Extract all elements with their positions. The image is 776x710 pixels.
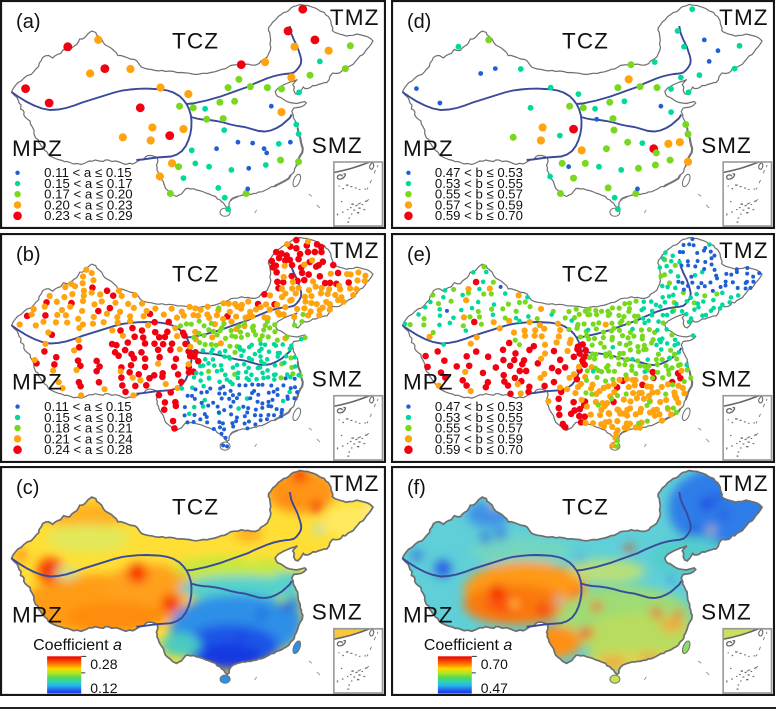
svg-text:SMZ: SMZ	[312, 367, 363, 392]
svg-text:TMZ: TMZ	[719, 471, 768, 496]
svg-text:0.18 < a ≤ 0.21: 0.18 < a ≤ 0.21	[44, 420, 133, 435]
svg-text:TMZ: TMZ	[330, 5, 380, 30]
svg-text:TCZ: TCZ	[562, 28, 609, 53]
svg-text:TMZ: TMZ	[330, 471, 380, 496]
svg-text:0.12: 0.12	[90, 680, 117, 696]
svg-text:SMZ: SMZ	[312, 600, 363, 625]
svg-text:SMZ: SMZ	[701, 600, 752, 625]
svg-text:MPZ: MPZ	[403, 136, 454, 161]
svg-text:Coefficient a: Coefficient a	[424, 637, 512, 654]
svg-text:0.47 < b ≤ 0.53: 0.47 < b ≤ 0.53	[435, 399, 523, 414]
svg-text:0.59 < b ≤ 0.70: 0.59 < b ≤ 0.70	[435, 208, 523, 223]
svg-text:0.53 < b ≤ 0.55: 0.53 < b ≤ 0.55	[435, 176, 523, 191]
svg-text:0.20 < a ≤ 0.23: 0.20 < a ≤ 0.23	[44, 197, 132, 212]
svg-text:0.47 < b ≤ 0.53: 0.47 < b ≤ 0.53	[435, 165, 523, 180]
svg-text:0.55 < b ≤ 0.57: 0.55 < b ≤ 0.57	[435, 420, 523, 435]
svg-text:TCZ: TCZ	[172, 495, 219, 520]
svg-text:SMZ: SMZ	[701, 133, 752, 158]
svg-text:0.15 < a ≤ 0.17: 0.15 < a ≤ 0.17	[44, 176, 132, 191]
svg-text:(a): (a)	[16, 11, 41, 33]
svg-text:0.59 < b ≤ 0.70: 0.59 < b ≤ 0.70	[435, 442, 523, 457]
svg-text:0.47: 0.47	[481, 680, 508, 696]
svg-text:TMZ: TMZ	[330, 238, 380, 263]
svg-text:SMZ: SMZ	[701, 367, 752, 392]
svg-text:Coefficient a: Coefficient a	[33, 636, 122, 654]
svg-text:0.53 < b ≤ 0.55: 0.53 < b ≤ 0.55	[435, 410, 523, 425]
svg-text:0.57 < b ≤ 0.59: 0.57 < b ≤ 0.59	[435, 197, 523, 212]
svg-text:(c): (c)	[16, 477, 39, 499]
svg-text:0.57 < b ≤ 0.59: 0.57 < b ≤ 0.59	[435, 431, 523, 446]
svg-text:MPZ: MPZ	[403, 370, 454, 395]
svg-text:0.70: 0.70	[481, 656, 508, 672]
svg-text:0.55 < b ≤ 0.57: 0.55 < b ≤ 0.57	[435, 187, 523, 202]
svg-text:TCZ: TCZ	[562, 495, 609, 520]
svg-text:(f): (f)	[407, 477, 426, 499]
svg-text:0.28: 0.28	[90, 656, 117, 672]
svg-text:0.21 < a ≤ 0.24: 0.21 < a ≤ 0.24	[44, 431, 133, 446]
svg-text:TMZ: TMZ	[719, 238, 768, 263]
svg-text:TCZ: TCZ	[172, 262, 219, 287]
svg-text:MPZ: MPZ	[12, 603, 63, 628]
svg-text:0.24 < a ≤ 0.28: 0.24 < a ≤ 0.28	[44, 442, 133, 457]
svg-text:0.15 < a ≤ 0.18: 0.15 < a ≤ 0.18	[44, 410, 133, 425]
svg-text:TCZ: TCZ	[562, 262, 609, 287]
svg-text:TMZ: TMZ	[719, 5, 768, 30]
svg-text:SMZ: SMZ	[312, 133, 363, 158]
svg-text:0.11 < a ≤ 0.15: 0.11 < a ≤ 0.15	[44, 165, 132, 180]
svg-text:MPZ: MPZ	[12, 370, 63, 395]
svg-text:0.11 < a ≤ 0.15: 0.11 < a ≤ 0.15	[44, 399, 132, 414]
svg-text:0.17 < a ≤ 0.20: 0.17 < a ≤ 0.20	[44, 187, 132, 202]
svg-text:(b): (b)	[16, 244, 40, 266]
svg-text:MPZ: MPZ	[403, 603, 454, 628]
svg-text:0.23 < a ≤ 0.29: 0.23 < a ≤ 0.29	[44, 208, 132, 223]
svg-text:TCZ: TCZ	[172, 29, 219, 54]
svg-text:(e): (e)	[407, 244, 431, 266]
svg-text:MPZ: MPZ	[12, 136, 63, 161]
svg-text:(d): (d)	[407, 11, 431, 33]
